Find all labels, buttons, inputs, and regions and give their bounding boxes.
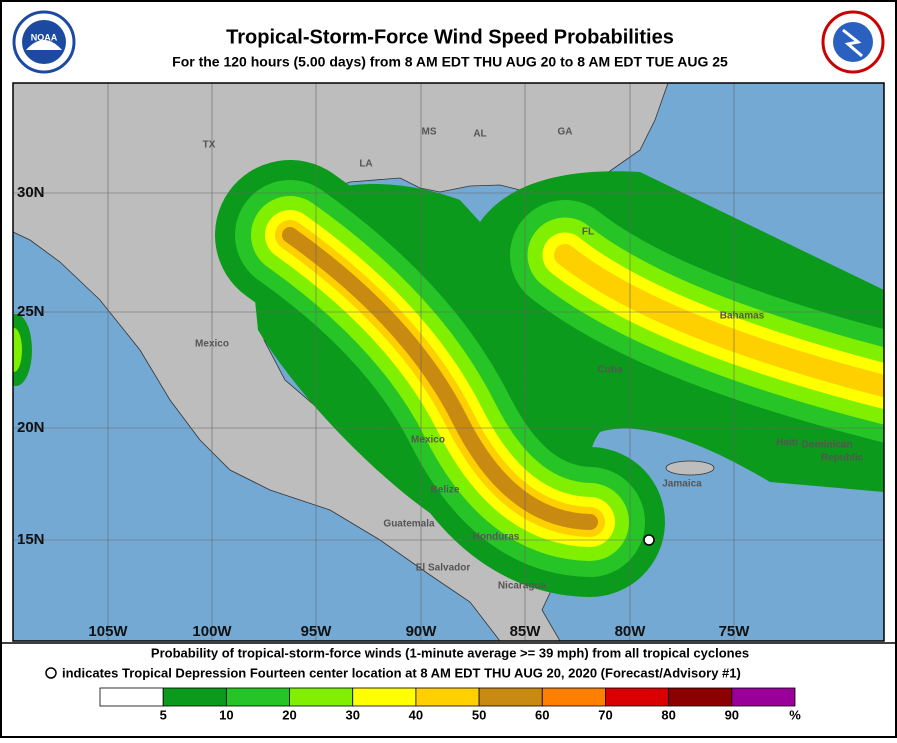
marker-caption: indicates Tropical Depression Fourteen c…	[62, 665, 741, 680]
place-label: TX	[203, 140, 216, 151]
place-label: El Salvador	[416, 563, 471, 574]
place-label: Belize	[431, 485, 460, 496]
legend-swatch	[478, 687, 543, 707]
legend-swatch	[162, 687, 227, 707]
swath	[282, 227, 598, 530]
nws-logo	[821, 10, 885, 74]
legend-tick: 90	[725, 707, 739, 722]
subtitle: For the 120 hours (5.00 days) from 8 AM …	[172, 54, 728, 70]
lon-label: 85W	[510, 623, 542, 640]
map-frame	[12, 82, 885, 642]
place-label: Mexico	[411, 435, 445, 446]
place-label: AL	[473, 129, 486, 140]
lat-label: 30N	[17, 184, 45, 201]
place-label: MS	[422, 127, 437, 138]
place-label: LA	[359, 159, 372, 170]
legend-tick: 5	[160, 707, 167, 722]
place-label: Dominican	[801, 440, 852, 451]
land	[665, 460, 715, 476]
legend-swatch	[99, 687, 164, 707]
storm-center-marker	[643, 534, 655, 546]
legend-swatch	[541, 687, 606, 707]
lon-label: 75W	[719, 623, 751, 640]
legend-tick: %	[789, 707, 801, 722]
legend-swatch	[225, 687, 290, 707]
logo-text: NOAA	[31, 32, 58, 42]
legend-tick: 60	[535, 707, 549, 722]
title: Tropical-Storm-Force Wind Speed Probabil…	[226, 26, 674, 48]
legend-tick: 20	[282, 707, 296, 722]
place-label: Mexico	[195, 339, 229, 350]
legend-tick: 50	[472, 707, 486, 722]
swath	[554, 244, 884, 398]
place-label: Guatemala	[383, 519, 435, 530]
place-label: GA	[558, 127, 573, 138]
place-label: FL	[582, 227, 594, 238]
legend-tick: 80	[661, 707, 675, 722]
legend-tick: 10	[219, 707, 233, 722]
noaa-logo: NOAA	[12, 10, 76, 74]
lat-label: 20N	[17, 419, 45, 436]
legend-tick: 40	[409, 707, 423, 722]
legend: 5 10 20 30 40 50 60 70 80 90%	[99, 687, 801, 722]
place-label: Haiti	[776, 438, 798, 449]
legend-swatch	[352, 687, 417, 707]
lon-label: 95W	[301, 623, 333, 640]
lat-label: 25N	[17, 303, 45, 320]
legend-swatch	[605, 687, 670, 707]
place-label: Nicaragua	[498, 581, 547, 592]
legend-swatch	[731, 687, 796, 707]
lon-label: 100W	[192, 623, 232, 640]
lon-label: 105W	[88, 623, 128, 640]
lon-label: 90W	[406, 623, 438, 640]
marker-key	[45, 667, 57, 679]
graticule	[13, 83, 884, 641]
lon-label: 80W	[615, 623, 647, 640]
legend-tick: 70	[598, 707, 612, 722]
place-label: Bahamas	[720, 311, 765, 322]
probability-swaths	[13, 160, 884, 597]
legend-swatch	[415, 687, 480, 707]
place-label: Republic	[821, 453, 864, 464]
map: TX LA MS AL GA FL Mexico Mexico Bahamas Cuba Haiti…	[13, 83, 884, 641]
legend-swatch	[289, 687, 354, 707]
caption: Probability of tropical-storm-force wind…	[151, 645, 749, 660]
place-label: Cuba	[598, 365, 623, 376]
legend-tick: 30	[345, 707, 359, 722]
place-label: Honduras	[473, 532, 520, 543]
swath	[13, 328, 22, 372]
legend-swatch	[668, 687, 733, 707]
lat-label: 15N	[17, 531, 45, 548]
place-label: Jamaica	[662, 479, 702, 490]
